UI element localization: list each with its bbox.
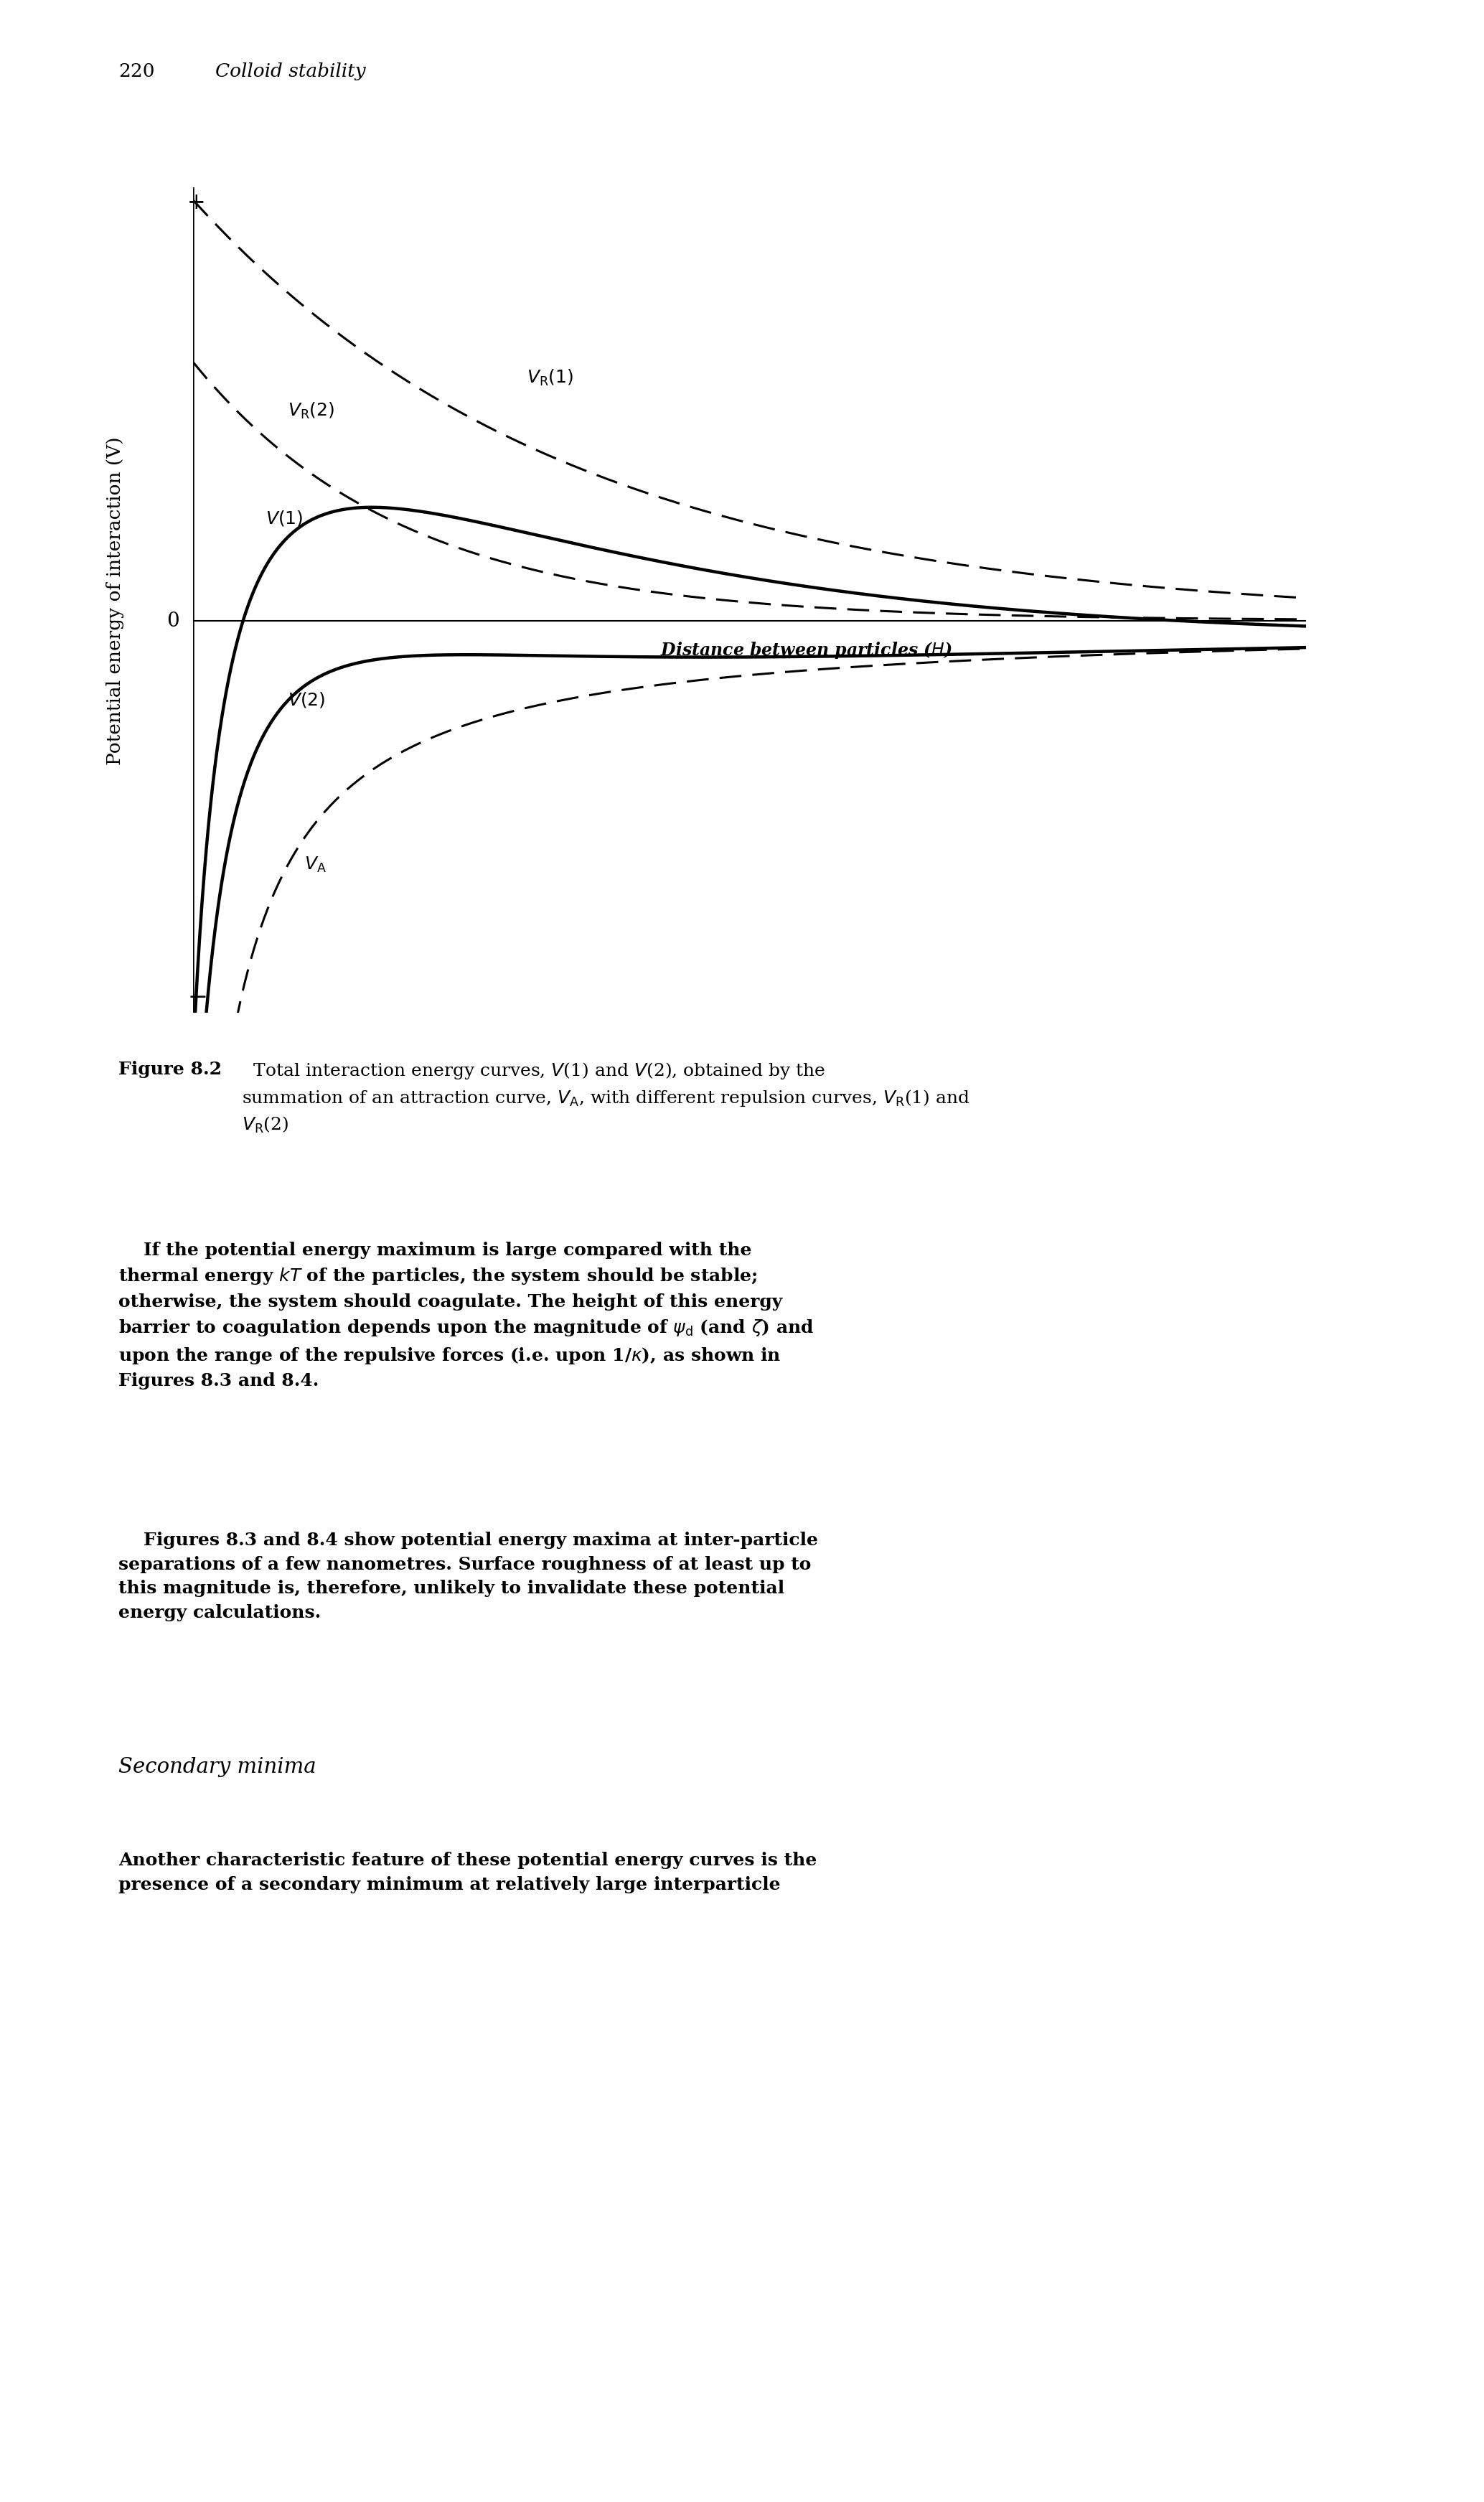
Text: 0: 0 [166,610,180,631]
Text: $V(1)$: $V(1)$ [266,508,303,528]
Text: $V(2)$: $V(2)$ [288,691,325,708]
Text: $V_{\rm R}(2)$: $V_{\rm R}(2)$ [288,400,334,420]
Text: Figure 8.2: Figure 8.2 [119,1061,223,1078]
Text: Potential energy of interaction (V): Potential energy of interaction (V) [105,435,125,766]
Text: 220: 220 [119,63,154,80]
Text: $V_{\rm R}(1)$: $V_{\rm R}(1)$ [527,368,574,388]
Text: $V_{\rm A}$: $V_{\rm A}$ [304,856,326,873]
Text: Distance between particles ($H$): Distance between particles ($H$) [660,641,953,661]
Text: Figures 8.3 and 8.4 show potential energy maxima at inter-particle
separations o: Figures 8.3 and 8.4 show potential energ… [119,1531,818,1621]
Text: Colloid stability: Colloid stability [215,63,365,80]
Text: Total interaction energy curves, $V$(1) and $V$(2), obtained by the
summation of: Total interaction energy curves, $V$(1) … [242,1061,971,1133]
Text: If the potential energy maximum is large compared with the
thermal energy $kT$ o: If the potential energy maximum is large… [119,1241,815,1389]
Text: Another characteristic feature of these potential energy curves is the
presence : Another characteristic feature of these … [119,1851,818,1892]
Text: −: − [187,986,208,1008]
Text: Secondary minima: Secondary minima [119,1756,316,1776]
Text: +: + [187,193,206,215]
